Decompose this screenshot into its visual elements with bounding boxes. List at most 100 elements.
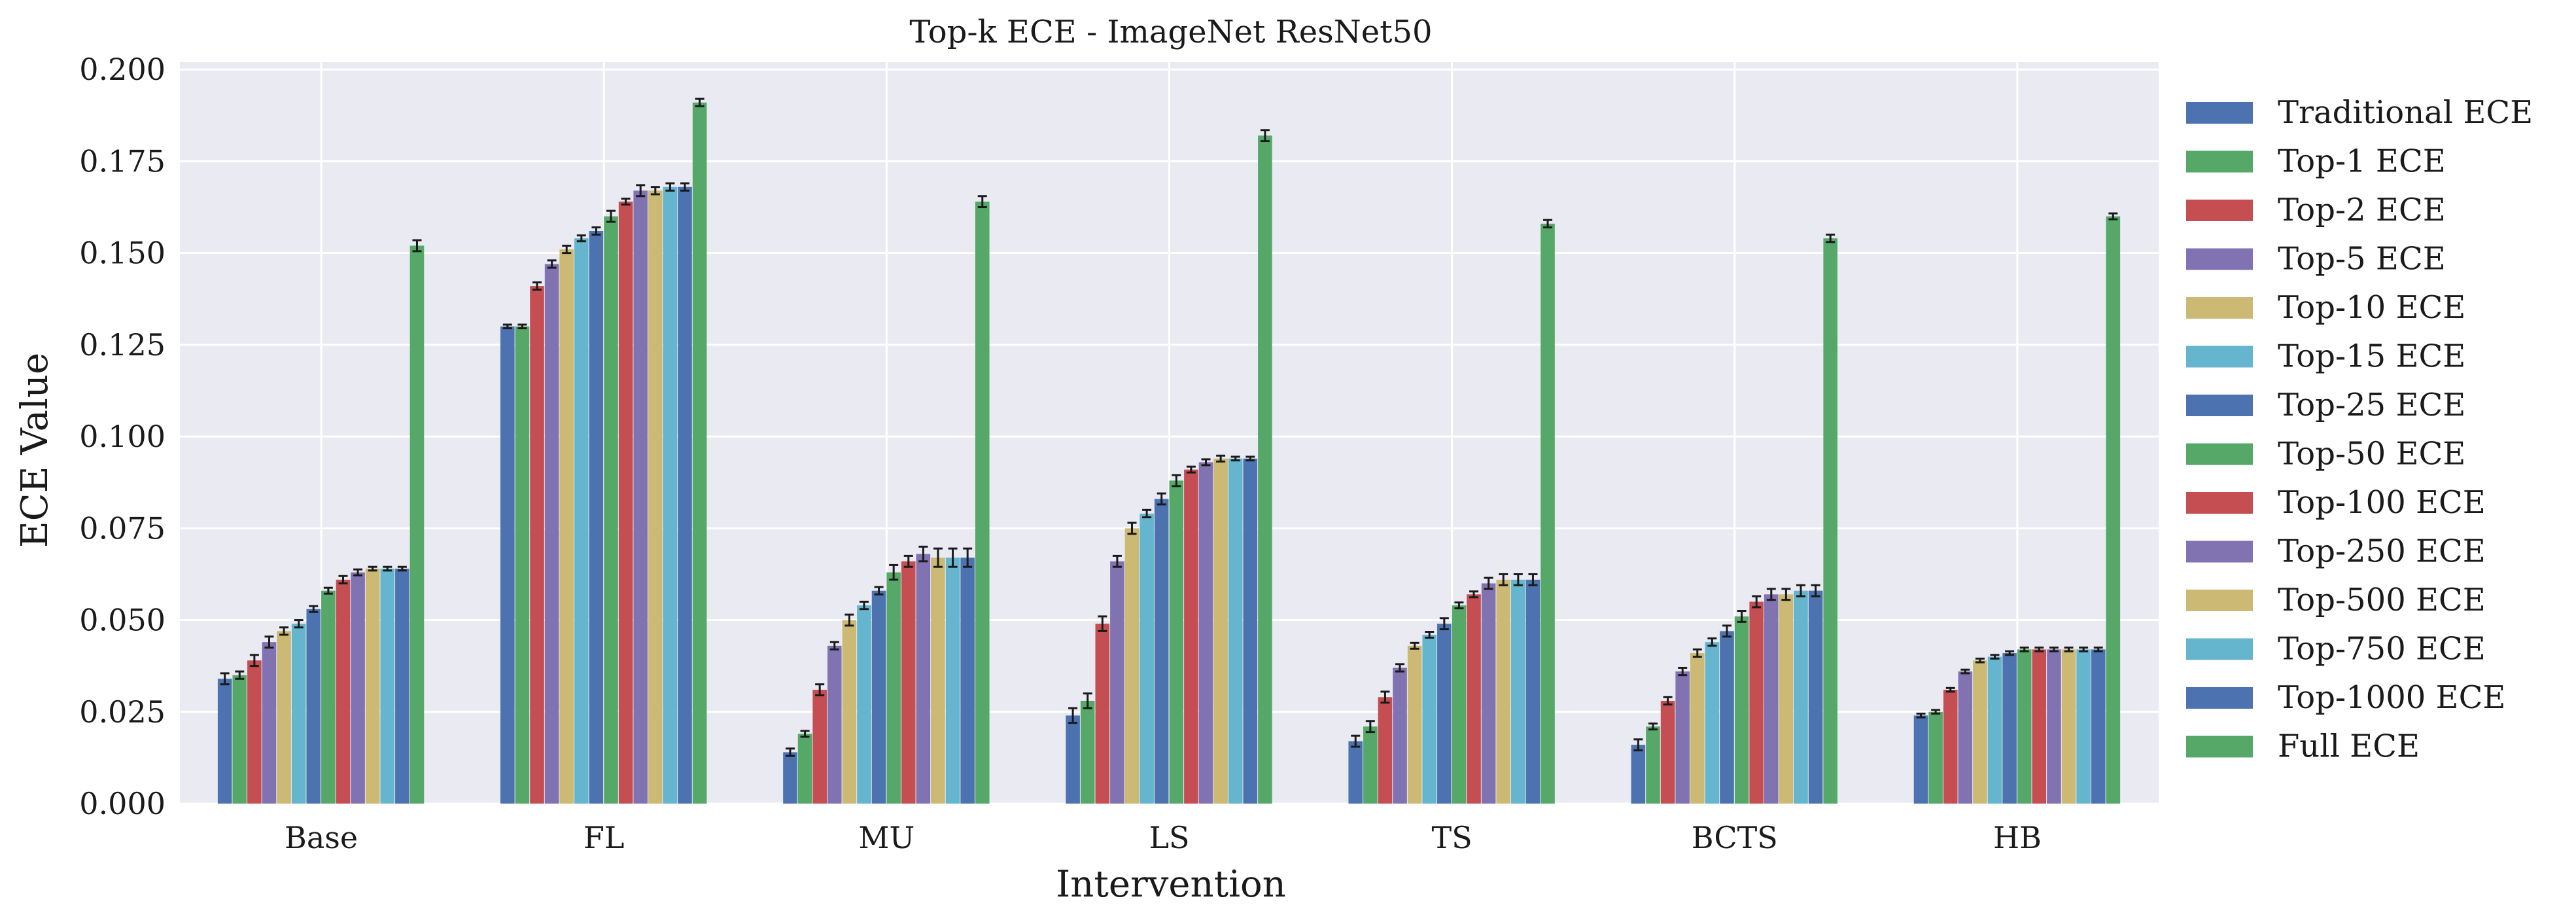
bar [2017, 649, 2032, 804]
legend-swatch [2186, 443, 2253, 465]
error-bar [249, 654, 259, 667]
error-bar [412, 239, 422, 253]
error-bar [294, 619, 304, 629]
error-bar [2064, 647, 2074, 652]
legend-item: Top-250 ECE [2186, 533, 2486, 570]
bar [336, 579, 351, 804]
bar [1734, 616, 1749, 804]
bar [1140, 513, 1154, 804]
legend-item: Top-15 ECE [2186, 338, 2465, 375]
y-tick-label: 0.150 [79, 236, 165, 271]
bar [1943, 690, 1958, 804]
bar [633, 190, 648, 804]
bar [1481, 583, 1496, 804]
y-tick-label: 0.000 [79, 786, 165, 821]
bar [916, 554, 931, 804]
error-bar [2005, 650, 2015, 656]
legend-label: Full ECE [2278, 728, 2420, 765]
error-bar [815, 683, 825, 697]
legend-swatch [2186, 492, 2253, 514]
bar [1525, 579, 1540, 804]
error-bar [1351, 734, 1361, 748]
legend-item: Top-10 ECE [2186, 289, 2465, 326]
y-tick-label: 0.125 [79, 327, 165, 363]
bar [1987, 656, 2002, 804]
error-bar [695, 98, 705, 107]
bar [589, 231, 604, 804]
bar [827, 645, 842, 804]
bar [1913, 715, 1928, 804]
bar [559, 249, 574, 804]
bar [515, 326, 530, 804]
bar [1720, 631, 1734, 804]
legend-swatch [2186, 297, 2253, 319]
legend-item: Traditional ECE [2186, 94, 2533, 131]
x-tick-label: HB [1993, 820, 2042, 855]
error-bar [1216, 454, 1226, 463]
x-tick-label: MU [858, 820, 914, 855]
legend-swatch [2186, 346, 2253, 368]
legend-label: Top-50 ECE [2278, 436, 2465, 472]
y-tick-label: 0.025 [79, 694, 165, 730]
bar [409, 245, 425, 804]
error-bar [918, 545, 928, 563]
bar [648, 190, 663, 804]
legend-item: Top-1000 ECE [2186, 679, 2505, 716]
x-tick-label: FL [583, 820, 624, 855]
error-bar [889, 563, 899, 581]
bar [1258, 135, 1272, 804]
error-bar [235, 670, 245, 680]
error-bar [576, 234, 586, 243]
error-bar [1410, 641, 1419, 650]
bar [1467, 594, 1481, 804]
bar [812, 690, 827, 804]
legend-swatch [2186, 200, 2253, 221]
bar [1808, 590, 1823, 804]
error-bar [1395, 663, 1405, 673]
error-bar [2034, 647, 2044, 652]
error-bar [279, 626, 289, 636]
error-bar [1811, 584, 1820, 597]
error-bar [2108, 212, 2118, 221]
legend-label: Top-1 ECE [2278, 143, 2446, 180]
legend-label: Top-500 ECE [2278, 582, 2486, 618]
bar [232, 675, 247, 804]
bar [1794, 590, 1808, 804]
error-bar [2019, 647, 2029, 652]
x-axis-ticks: Base FL MU LS TS BCTS HB [285, 820, 2042, 855]
x-tick-label: BCTS [1692, 820, 1778, 855]
legend-item: Top-5 ECE [2186, 241, 2446, 277]
bar [1378, 697, 1393, 804]
error-bar [2049, 647, 2059, 652]
legend-label: Top-5 ECE [2278, 241, 2446, 277]
legend-swatch [2186, 638, 2253, 660]
bar [1095, 624, 1110, 804]
x-tick-label: TS [1432, 820, 1472, 855]
error-bar [1230, 455, 1240, 462]
error-bar [1781, 588, 1791, 601]
legend-label: Top-1000 ECE [2278, 679, 2505, 716]
bar [663, 187, 678, 804]
bar [1422, 634, 1437, 804]
error-bar [1826, 234, 1836, 243]
error-bar [948, 547, 958, 568]
bar [1631, 745, 1646, 804]
bar [931, 558, 945, 804]
bar [1660, 700, 1675, 804]
bar [975, 202, 990, 804]
error-bar [591, 226, 601, 236]
bar [1110, 561, 1124, 804]
error-bar [1975, 657, 1985, 664]
error-bar [1098, 615, 1107, 632]
bar [380, 569, 395, 804]
bar [500, 326, 515, 804]
bar [678, 187, 692, 804]
error-bar [1172, 474, 1181, 488]
bar [2002, 653, 2017, 804]
bar [247, 660, 262, 804]
legend-item: Top-25 ECE [2186, 387, 2465, 423]
legend-label: Top-750 ECE [2278, 631, 2486, 667]
bar [2032, 649, 2047, 804]
